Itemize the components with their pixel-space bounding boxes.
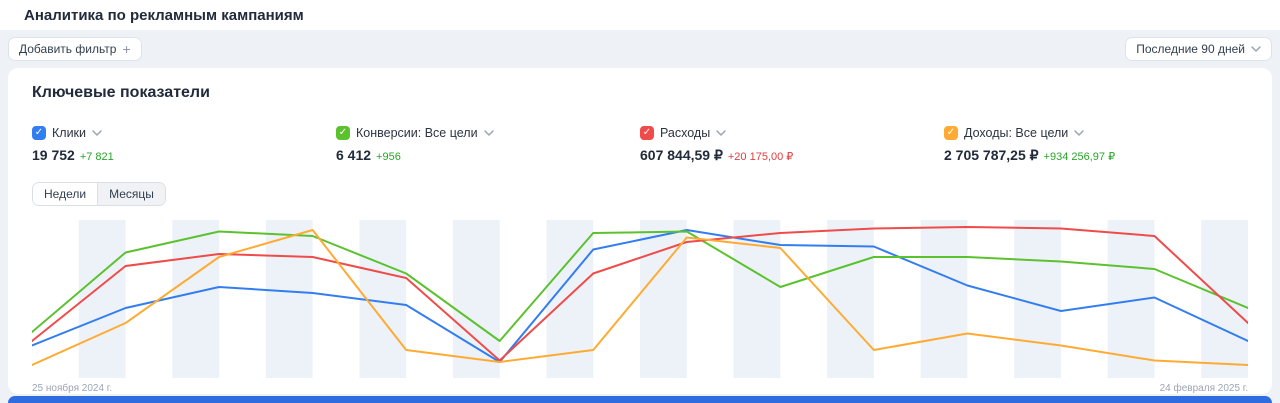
metric-conversions-label: Конверсии: Все цели — [356, 126, 478, 140]
metric-conversions-value: 6 412 — [336, 147, 372, 163]
metric-costs-delta: +20 175,00 ₽ — [727, 151, 794, 163]
metric-clicks-value: 19 752 — [32, 147, 75, 163]
plus-icon: + — [122, 41, 131, 57]
metric-costs-value: 607 844,59 ₽ — [640, 147, 723, 163]
metric-costs-checkbox[interactable]: ✓ — [640, 126, 654, 140]
chart-area: 25 ноября 2024 г. 24 февраля 2025 г. — [32, 220, 1248, 394]
metric-conversions-checkbox[interactable]: ✓ — [336, 126, 350, 140]
filter-toolbar: Добавить фильтр + Последние 90 дней — [0, 30, 1280, 68]
metric-conversions-delta: +956 — [376, 151, 401, 163]
add-filter-button[interactable]: Добавить фильтр + — [8, 37, 142, 61]
metric-costs: ✓ Расходы 607 844,59 ₽ +20 175,00 ₽ — [640, 122, 944, 164]
period-select[interactable]: Последние 90 дней — [1125, 37, 1272, 61]
x-axis-end-label: 24 февраля 2025 г. — [1159, 383, 1248, 394]
metric-revenue-checkbox[interactable]: ✓ — [944, 126, 958, 140]
chevron-down-icon — [716, 130, 726, 136]
metric-revenue-delta: +934 256,97 ₽ — [1043, 151, 1116, 163]
metric-costs-selector[interactable]: ✓ Расходы — [640, 126, 726, 140]
metric-clicks-selector[interactable]: ✓ Клики — [32, 126, 102, 140]
metric-revenue-selector[interactable]: ✓ Доходы: Все цели — [944, 126, 1085, 140]
metric-conversions-selector[interactable]: ✓ Конверсии: Все цели — [336, 126, 494, 140]
metric-clicks-label: Клики — [52, 126, 87, 140]
tab-weeks[interactable]: Недели — [33, 183, 98, 205]
page-title: Аналитика по рекламным кампаниям — [24, 6, 304, 24]
metric-revenue-label: Доходы: Все цели — [964, 126, 1069, 140]
key-metrics-card: Ключевые показатели ✓ Клики 19 752 +7 82… — [8, 68, 1272, 394]
metric-clicks: ✓ Клики 19 752 +7 821 — [32, 122, 336, 164]
bottom-banner[interactable] — [8, 396, 1272, 403]
card-title: Ключевые показатели — [32, 84, 210, 101]
chevron-down-icon — [1074, 130, 1085, 136]
metric-revenue-value: 2 705 787,25 ₽ — [944, 147, 1039, 163]
metrics-row: ✓ Клики 19 752 +7 821 ✓ Конверсии: Все ц… — [32, 122, 1248, 164]
metric-revenue: ✓ Доходы: Все цели 2 705 787,25 ₽ +934 2… — [944, 122, 1248, 164]
period-value: Последние 90 дней — [1136, 42, 1245, 56]
add-filter-label: Добавить фильтр — [19, 42, 117, 56]
granularity-tabs: Недели Месяцы — [32, 182, 166, 206]
metric-costs-label: Расходы — [660, 126, 711, 140]
chevron-down-icon — [92, 130, 102, 136]
line-chart[interactable] — [32, 220, 1248, 378]
metric-clicks-checkbox[interactable]: ✓ — [32, 126, 46, 140]
tab-months[interactable]: Месяцы — [97, 183, 165, 205]
chevron-down-icon — [1251, 46, 1261, 52]
page-header: Аналитика по рекламным кампаниям — [0, 0, 1280, 30]
metric-conversions: ✓ Конверсии: Все цели 6 412 +956 — [336, 122, 640, 164]
x-axis-start-label: 25 ноября 2024 г. — [32, 383, 112, 394]
x-axis: 25 ноября 2024 г. 24 февраля 2025 г. — [32, 383, 1248, 394]
metric-clicks-delta: +7 821 — [79, 151, 114, 163]
chevron-down-icon — [483, 130, 494, 136]
